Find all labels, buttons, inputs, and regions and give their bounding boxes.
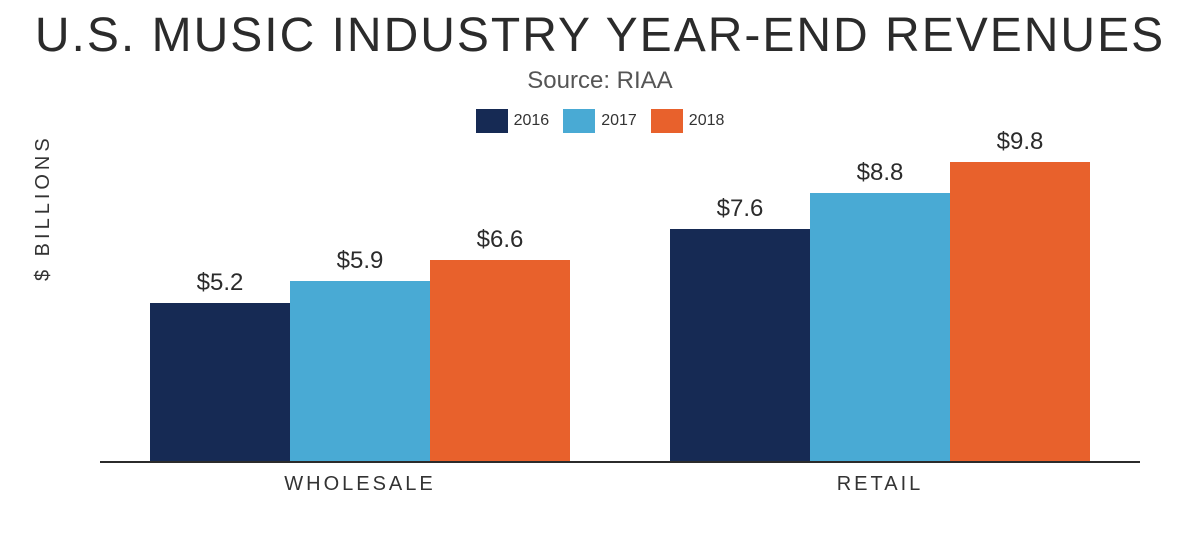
bar-value-wholesale-2017: $5.9	[337, 247, 384, 275]
x-label-retail: RETAIL	[620, 473, 1140, 496]
x-axis-labels: WHOLESALE RETAIL	[100, 473, 1140, 496]
bar-rect-retail-2018	[950, 162, 1090, 461]
legend-item-2016: 2016	[476, 109, 550, 133]
bar-value-retail-2017: $8.8	[857, 159, 904, 187]
bar-value-retail-2016: $7.6	[717, 195, 764, 223]
legend-swatch-2017	[563, 109, 595, 133]
bar-rect-wholesale-2018	[430, 260, 570, 461]
x-label-wholesale: WHOLESALE	[100, 473, 620, 496]
legend-swatch-2016	[476, 109, 508, 133]
bar-retail-2016: $7.6	[670, 195, 810, 461]
chart-area: $ BILLIONS $5.2 $5.9 $6.6 $7.6 $8.8	[40, 141, 1160, 496]
legend-label-2016: 2016	[514, 112, 550, 130]
bar-rect-retail-2016	[670, 229, 810, 461]
group-retail: $7.6 $8.8 $9.8	[620, 128, 1140, 461]
bar-retail-2018: $9.8	[950, 128, 1090, 461]
chart-title: U.S. MUSIC INDUSTRY YEAR-END REVENUES	[0, 8, 1200, 63]
bar-value-wholesale-2018: $6.6	[477, 226, 524, 254]
bar-wholesale-2018: $6.6	[430, 226, 570, 461]
bar-wholesale-2017: $5.9	[290, 247, 430, 461]
bar-rect-retail-2017	[810, 193, 950, 461]
y-axis-label: $ BILLIONS	[32, 134, 55, 281]
chart-subtitle: Source: RIAA	[0, 67, 1200, 95]
plot-area: $5.2 $5.9 $6.6 $7.6 $8.8 $9.8	[100, 141, 1140, 463]
group-wholesale: $5.2 $5.9 $6.6	[100, 226, 620, 461]
bar-rect-wholesale-2016	[150, 303, 290, 461]
bar-wholesale-2016: $5.2	[150, 269, 290, 461]
bar-rect-wholesale-2017	[290, 281, 430, 461]
bar-value-retail-2018: $9.8	[997, 128, 1044, 156]
bar-retail-2017: $8.8	[810, 159, 950, 461]
bar-value-wholesale-2016: $5.2	[197, 269, 244, 297]
